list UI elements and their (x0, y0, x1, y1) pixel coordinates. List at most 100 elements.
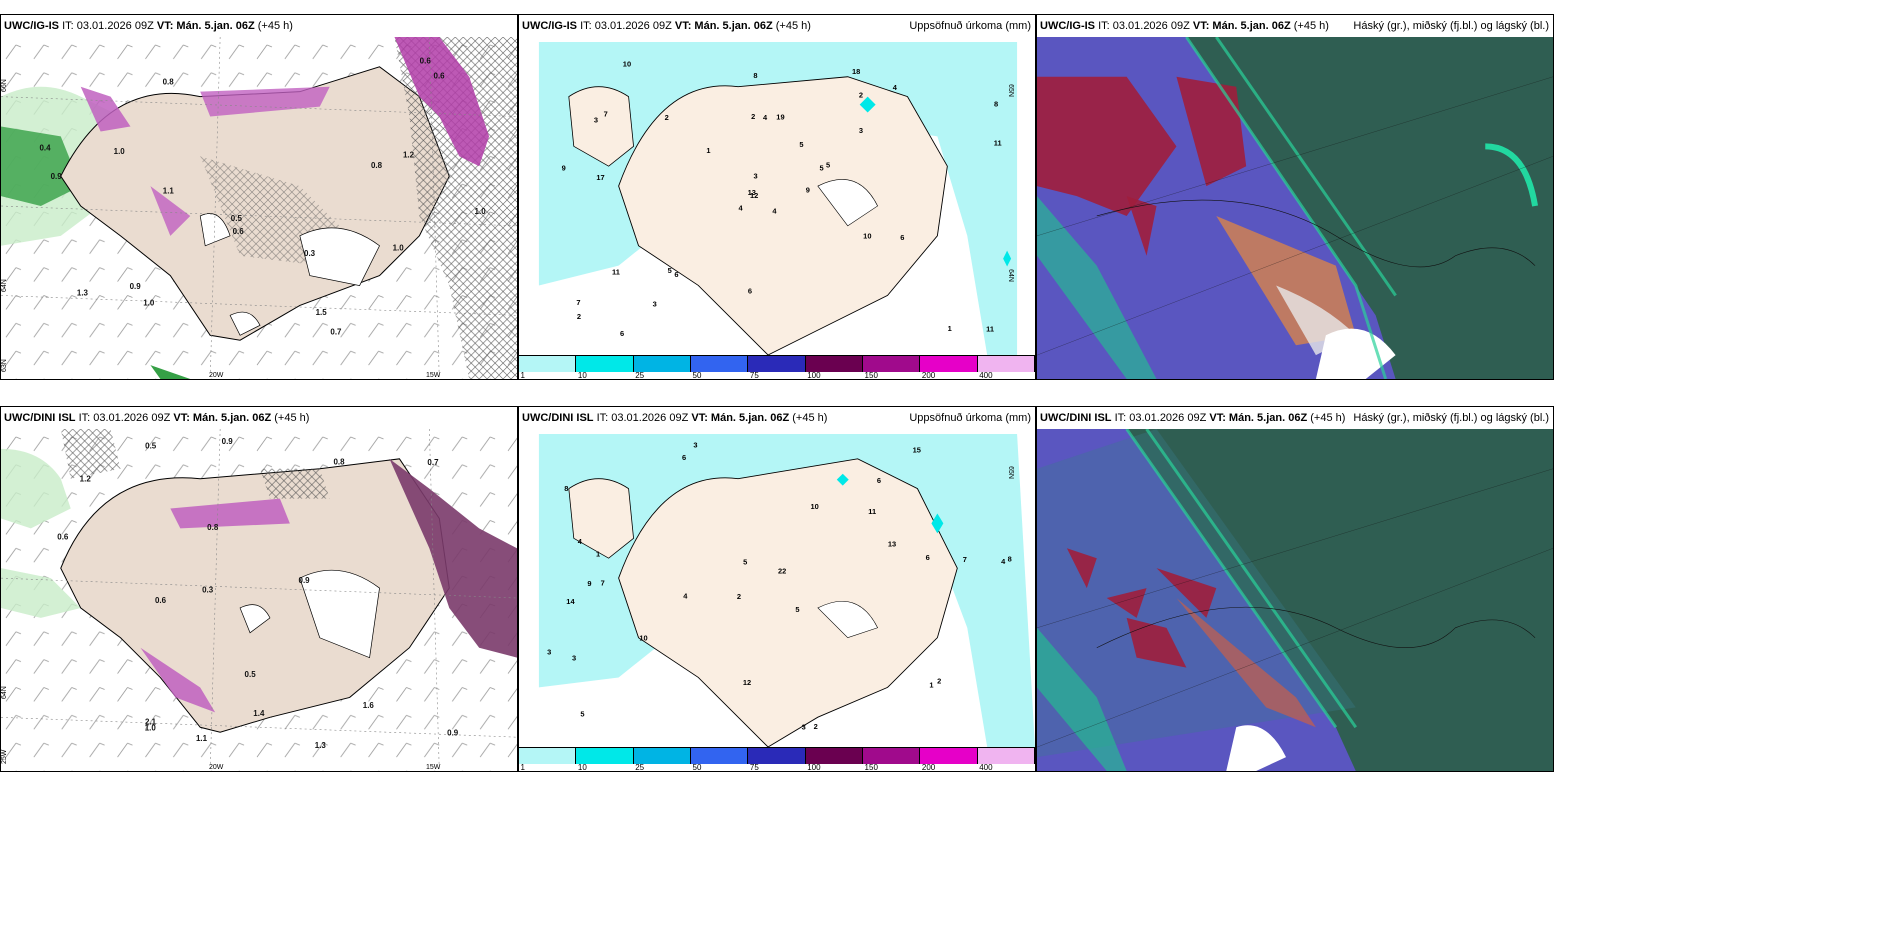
legend-tick-label: 100 (807, 763, 821, 772)
valid-time: Mán. 5.jan. 06Z (176, 20, 255, 32)
map-value-label: 1.5 (316, 308, 328, 317)
legend-swatch (862, 748, 921, 764)
map-value-label: 2 (737, 592, 741, 601)
map-value-label: 1.0 (114, 147, 126, 156)
map-value-label: 18 (852, 67, 860, 76)
map-value-label: 22 (778, 567, 786, 576)
map-value-label: 6 (682, 453, 686, 462)
valid-time-label: VT: (691, 412, 708, 424)
snow-map[interactable]: 0.7 0.8 0.9 1.0 1.2 1.5 1.0 1.1 0.6 1.0 1.3 0.4 0.5 0… (1, 37, 517, 379)
precip-legend: 1 10 25 50 75 100 150 200 400 (519, 747, 1035, 771)
precip-map[interactable]: 4 3 12 7 5 6 18 19 2 9 10 11 17 8 4 3 6 2 5 11 1 2 3 4 5 6 7 8 9 10 11… (519, 37, 1035, 355)
map-value-label: 0.8 (371, 161, 383, 170)
cloud-map[interactable] (1037, 37, 1553, 379)
cloud-map-svg (1037, 429, 1553, 771)
snow-map-svg: 0.70.80.91.0 1.21.51.01.10.61.01.30.40.50… (1, 37, 517, 379)
legend-tick-label: 400 (979, 371, 993, 380)
map-value-label: 1.2 (403, 151, 415, 160)
lead-time: (+45 h) (775, 20, 811, 32)
map-value-label: 11 (868, 507, 876, 516)
map-value-label: 1.0 (475, 207, 487, 216)
legend-swatch (690, 356, 749, 372)
map-value-label: 0.9 (51, 172, 63, 181)
lon-label-20w: 20W (209, 764, 224, 771)
map-value-label: 0.9 (299, 576, 311, 585)
map-value-label: 1.4 (253, 709, 265, 718)
valid-time-label: VT: (1209, 412, 1226, 424)
map-value-label: 0.6 (233, 227, 245, 236)
map-value-label: 3 (753, 172, 757, 181)
lat-label-64n: 64N (1007, 269, 1015, 282)
map-value-label: 0.9 (130, 282, 142, 291)
model-name: UWC/DINI ISL (522, 412, 594, 424)
map-value-label: 2 (859, 90, 863, 99)
map-value-label: 1.1 (163, 186, 175, 195)
legend-swatch (805, 356, 863, 372)
legend-swatch (920, 748, 978, 764)
map-value-label: 17 (596, 173, 604, 182)
precip-map-panel-top: UWC/IG-IS IT: 03.01.2026 09Z VT: Mán. 5.… (518, 14, 1036, 380)
valid-time: Mán. 5.jan. 06Z (694, 20, 773, 32)
map-value-label: 10 (810, 502, 818, 511)
map-value-label: 0.7 (427, 458, 439, 467)
precip-map-svg: 4312756181929101117843625111234567891011… (519, 37, 1035, 355)
map-value-label: 5 (668, 266, 672, 275)
lat-label-64n: 64N (1, 279, 8, 292)
legend-swatch (633, 748, 691, 764)
lon-label-15w: 15W (426, 372, 441, 379)
legend-swatch (977, 356, 1035, 372)
legend-swatch (748, 356, 806, 372)
map-value-label: 7 (601, 579, 605, 588)
legend-tick-label: 25 (635, 371, 645, 380)
map-value-label: 19 (776, 113, 784, 122)
map-value-label: 1.1 (196, 734, 208, 743)
map-value-label: 5 (826, 161, 830, 170)
map-value-label: 0.6 (434, 71, 446, 80)
map-value-label: 4 (893, 83, 898, 92)
map-value-label: 2 (751, 112, 755, 121)
lon-label-20w: 20W (209, 372, 224, 379)
map-value-label: 2 (577, 312, 581, 321)
legend-tick-label: 75 (749, 763, 759, 772)
legend-swatch (576, 748, 634, 764)
map-value-label: 6 (926, 553, 930, 562)
legend-tick-label: 50 (692, 371, 702, 380)
map-value-label: 0.8 (207, 523, 219, 532)
lead-time: (+45 h) (1310, 412, 1346, 424)
snow-map[interactable]: 1.1 1.3 2.1 1.6 0.5 1.2 0.6 0.9 0.9 0.8 0.7 1.4 0.3 0… (1, 429, 517, 771)
legend-tick-label: 100 (807, 371, 821, 380)
map-value-label: 1 (706, 146, 710, 155)
init-time: IT: 03.01.2026 09Z (78, 412, 171, 424)
snow-map-panel-top: UWC/IG-IS IT: 03.01.2026 09Z VT: Mán. 5.… (0, 14, 518, 380)
legend-swatch (920, 356, 978, 372)
legend-tick-label: 10 (577, 371, 587, 380)
lead-time: (+45 h) (257, 20, 293, 32)
cloud-map[interactable] (1037, 429, 1553, 771)
lead-time: (+45 h) (274, 412, 310, 424)
legend-tick-label: 400 (979, 763, 993, 772)
map-value-label: 4 (683, 592, 688, 601)
map-value-label: 0.6 (155, 596, 167, 605)
legend-swatch (862, 356, 921, 372)
map-value-label: 3 (594, 115, 598, 124)
map-value-label: 5 (799, 140, 803, 149)
model-name: UWC/IG-IS (1040, 20, 1095, 32)
model-name: UWC/DINI ISL (4, 412, 76, 424)
map-value-label: 6 (674, 270, 678, 279)
model-name: UWC/IG-IS (4, 20, 59, 32)
map-value-label: 0.4 (39, 143, 51, 152)
lead-time: (+45 h) (792, 412, 828, 424)
map-value-label: 7 (576, 298, 580, 307)
map-value-label: 7 (604, 109, 608, 118)
legend-swatch (690, 748, 749, 764)
snow-map-panel-bottom: UWC/DINI ISL IT: 03.01.2026 09Z VT: Mán.… (0, 406, 518, 772)
legend-tick-label: 75 (749, 371, 759, 380)
lat-label-65n: 65N (1007, 466, 1015, 479)
map-value-label: 0.8 (163, 77, 175, 86)
legend-tick-label: 150 (864, 371, 878, 380)
map-value-label: 2.1 (145, 717, 157, 726)
map-value-label: 9 (806, 185, 810, 194)
precip-map[interactable]: 3 6 4 2 5 7 8 11 14 10 22 5 6 4 3 2 12 15 13 10 1 9 8 7 3 4 5 6 2 3 1 … (519, 429, 1035, 747)
valid-time: Mán. 5.jan. 06Z (710, 412, 790, 424)
map-value-label: 11 (612, 268, 620, 277)
